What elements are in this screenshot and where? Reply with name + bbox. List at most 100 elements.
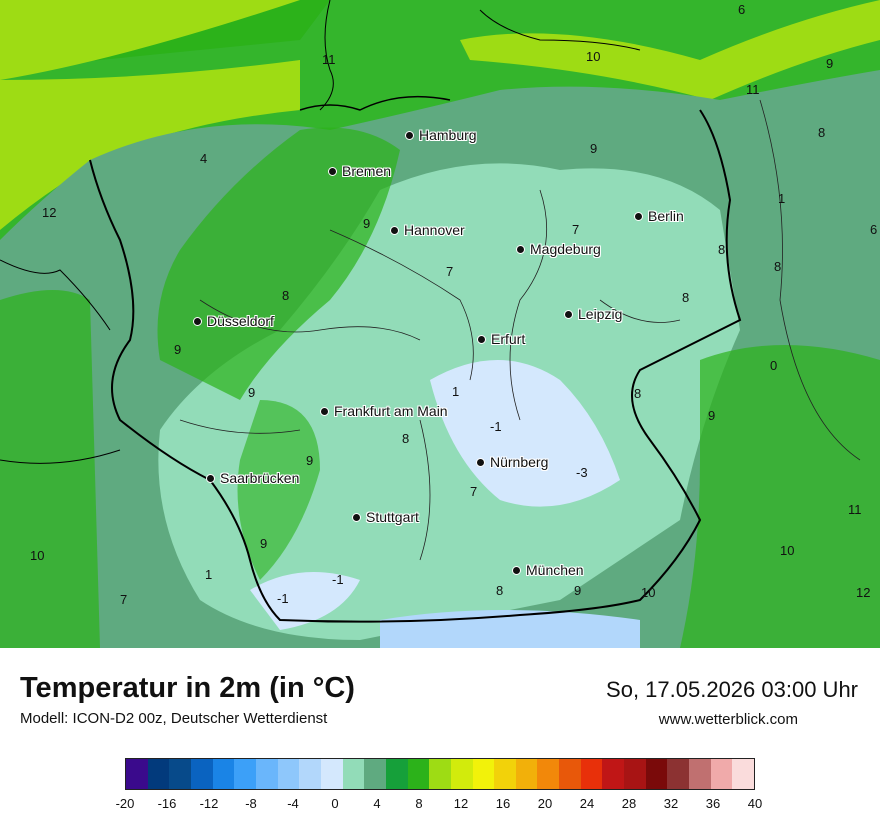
city-nuernberg[interactable]: Nürnberg (476, 454, 548, 470)
color-legend (125, 758, 755, 790)
city-dot-icon (405, 130, 414, 140)
legend-swatch (515, 759, 538, 789)
temperature-label: 4 (200, 151, 208, 166)
legend-swatch (320, 759, 343, 789)
legend-swatch (126, 759, 148, 789)
legend-swatch (645, 759, 668, 789)
city-dot-icon (516, 244, 525, 254)
legend-tick-label: -20 (115, 796, 135, 811)
map-footer (0, 648, 880, 830)
city-muenchen[interactable]: München (512, 562, 584, 578)
legend-ticks: -20 -16 -12 -8 -4 0 4 8 12 16 20 24 28 32 36 40 (0, 796, 880, 816)
legend-tick-label: -8 (245, 796, 257, 811)
legend-swatch (450, 759, 473, 789)
city-dot-icon (320, 406, 329, 416)
temperature-label: 9 (590, 141, 598, 156)
city-label: Hamburg (419, 127, 477, 143)
city-leipzig[interactable]: Leipzig (564, 306, 622, 322)
temperature-map[interactable]: Hamburg Bremen Berlin Hannover Magdeburg… (0, 0, 880, 648)
legend-swatch (667, 759, 690, 789)
map-title: Temperatur in 2m (in °C) (20, 672, 355, 704)
temperature-label: 8 (634, 386, 642, 401)
legend-swatch (537, 759, 560, 789)
city-stuttgart[interactable]: Stuttgart (352, 509, 419, 525)
temperature-label: 8 (818, 125, 826, 140)
legend-tick-label: 28 (621, 796, 637, 811)
temperature-label: 12 (42, 205, 57, 220)
legend-swatch (190, 759, 213, 789)
temperature-label: 10 (780, 543, 795, 558)
city-dot-icon (564, 309, 573, 319)
temperature-label: 8 (718, 242, 726, 257)
legend-swatch (212, 759, 235, 789)
temperature-label: 8 (282, 288, 290, 303)
temperature-label: 10 (30, 548, 45, 563)
temperature-label: 7 (120, 592, 128, 607)
temperature-label: 9 (174, 342, 182, 357)
temperature-label: 1 (205, 567, 213, 582)
city-label: Magdeburg (530, 241, 601, 257)
legend-tick-label: 4 (373, 796, 381, 811)
legend-swatch (255, 759, 278, 789)
temperature-label: 7 (470, 484, 478, 499)
legend-tick-label: 12 (453, 796, 469, 811)
temperature-label: 8 (402, 431, 410, 446)
city-duesseldorf[interactable]: Düsseldorf (193, 313, 274, 329)
temperature-label: 9 (826, 56, 834, 71)
legend-swatch (624, 759, 646, 789)
legend-swatch (234, 759, 256, 789)
temperature-label: 12 (856, 585, 871, 600)
legend-tick-label: 36 (705, 796, 721, 811)
legend-swatch (147, 759, 170, 789)
city-label: Berlin (648, 208, 684, 224)
legend-swatch (169, 759, 191, 789)
city-label: Leipzig (578, 306, 623, 322)
temperature-label: -3 (576, 465, 588, 480)
city-label: Nürnberg (490, 454, 549, 470)
city-label: Stuttgart (366, 509, 419, 525)
temperature-label: 8 (496, 583, 504, 598)
legend-swatch (364, 759, 386, 789)
legend-tick-label: -12 (199, 796, 219, 811)
legend-swatch (732, 759, 755, 789)
legend-tick-label: 40 (747, 796, 763, 811)
city-dot-icon (206, 473, 215, 483)
city-magdeburg[interactable]: Magdeburg (516, 241, 601, 257)
temperature-label: 7 (446, 264, 454, 279)
city-hannover[interactable]: Hannover (390, 222, 465, 238)
temperature-label: 1 (452, 384, 460, 399)
city-dot-icon (328, 166, 337, 176)
temperature-label: 9 (574, 583, 582, 598)
legend-swatch (429, 759, 451, 789)
temperature-label: 11 (746, 82, 760, 97)
city-dot-icon (634, 211, 643, 221)
website-link[interactable]: www.wetterblick.com (658, 711, 798, 728)
city-label: Erfurt (491, 331, 526, 347)
city-erfurt[interactable]: Erfurt (477, 331, 525, 347)
legend-tick-label: 20 (537, 796, 553, 811)
temperature-label: 11 (848, 502, 862, 517)
legend-tick-label: 8 (415, 796, 423, 811)
city-berlin[interactable]: Berlin (634, 208, 684, 224)
temperature-label: 9 (248, 385, 256, 400)
map-canvas (0, 0, 880, 648)
legend-tick-label: -16 (157, 796, 177, 811)
city-hamburg[interactable]: Hamburg (405, 127, 477, 143)
legend-swatch (342, 759, 365, 789)
city-label: Saarbrücken (220, 470, 300, 486)
city-label: Bremen (342, 163, 392, 179)
temperature-label: -1 (490, 419, 502, 434)
temperature-label: 9 (306, 453, 314, 468)
temperature-label: 8 (682, 290, 690, 305)
model-info: Modell: ICON-D2 00z, Deutscher Wetterdie… (20, 710, 328, 727)
city-bremen[interactable]: Bremen (328, 163, 391, 179)
temperature-label: 0 (770, 358, 778, 373)
temperature-label: 6 (870, 222, 878, 237)
city-frankfurt[interactable]: Frankfurt am Main (320, 403, 448, 419)
legend-tick-label: 24 (579, 796, 595, 811)
city-dot-icon (193, 316, 202, 326)
legend-swatch (494, 759, 516, 789)
city-saarbruecken[interactable]: Saarbrücken (206, 470, 299, 486)
legend-swatch (602, 759, 625, 789)
temperature-label: 1 (778, 191, 786, 206)
